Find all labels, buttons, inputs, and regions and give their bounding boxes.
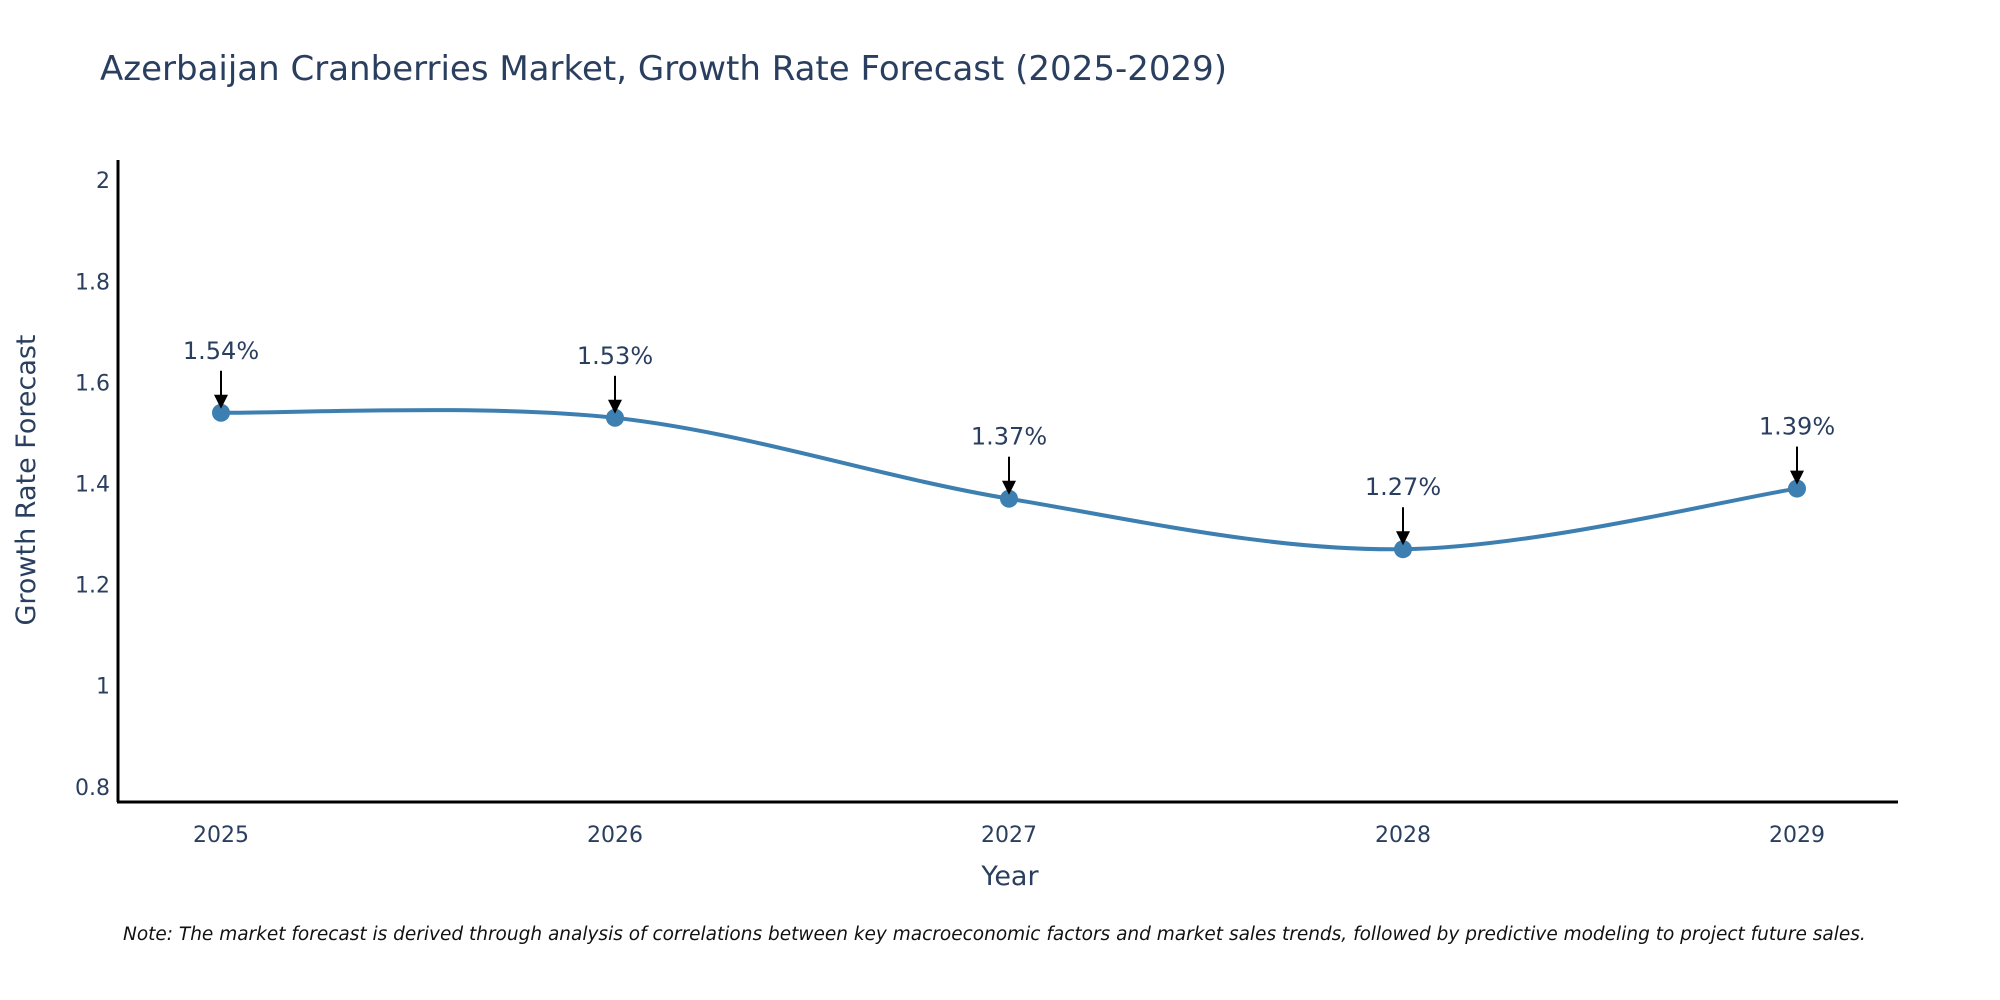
data-point [1000, 489, 1018, 508]
y-axis-title: Growth Rate Forecast [11, 334, 42, 625]
data-label: 1.37% [971, 423, 1047, 451]
data-label: 1.39% [1759, 413, 1835, 441]
x-tick-label: 2028 [1375, 823, 1431, 848]
x-tick-label: 2029 [1769, 823, 1825, 848]
data-point [1394, 540, 1412, 559]
y-tick-label: 2 [96, 169, 110, 194]
y-tick-label: 1.4 [75, 473, 110, 498]
chart-title: Azerbaijan Cranberries Market, Growth Ra… [100, 49, 1227, 89]
annotation-arrow-head [214, 394, 228, 409]
data-label: 1.53% [577, 342, 653, 370]
y-tick-label: 1.2 [75, 574, 110, 599]
data-points [212, 403, 1806, 559]
y-tick-label: 1 [96, 675, 110, 700]
data-point [606, 408, 624, 427]
x-tick-label: 2025 [193, 823, 249, 848]
y-tick-label: 1.8 [75, 270, 110, 295]
data-annotations: 1.54% 1.53% 1.37% 1.27% 1.39% [183, 337, 1835, 546]
data-point [212, 403, 230, 422]
data-label: 1.27% [1365, 473, 1441, 501]
annotation-arrow-head [1396, 531, 1410, 546]
annotation-arrow-head [1002, 480, 1016, 495]
annotation-arrow-head [608, 399, 622, 414]
y-axis-ticks: 0.8 1 1.2 1.4 1.6 1.8 2 [75, 169, 110, 801]
footnote: Note: The market forecast is derived thr… [123, 924, 1866, 945]
annotation-arrow-head [1790, 470, 1804, 485]
x-axis-title: Year [980, 861, 1039, 892]
data-point [1788, 479, 1806, 498]
x-axis-ticks: 2025 2026 2027 2028 2029 [193, 823, 1825, 848]
y-tick-label: 1.6 [75, 371, 110, 396]
y-tick-label: 0.8 [75, 776, 110, 801]
x-tick-label: 2027 [981, 823, 1037, 848]
data-label: 1.54% [183, 337, 259, 365]
x-tick-label: 2026 [587, 823, 643, 848]
